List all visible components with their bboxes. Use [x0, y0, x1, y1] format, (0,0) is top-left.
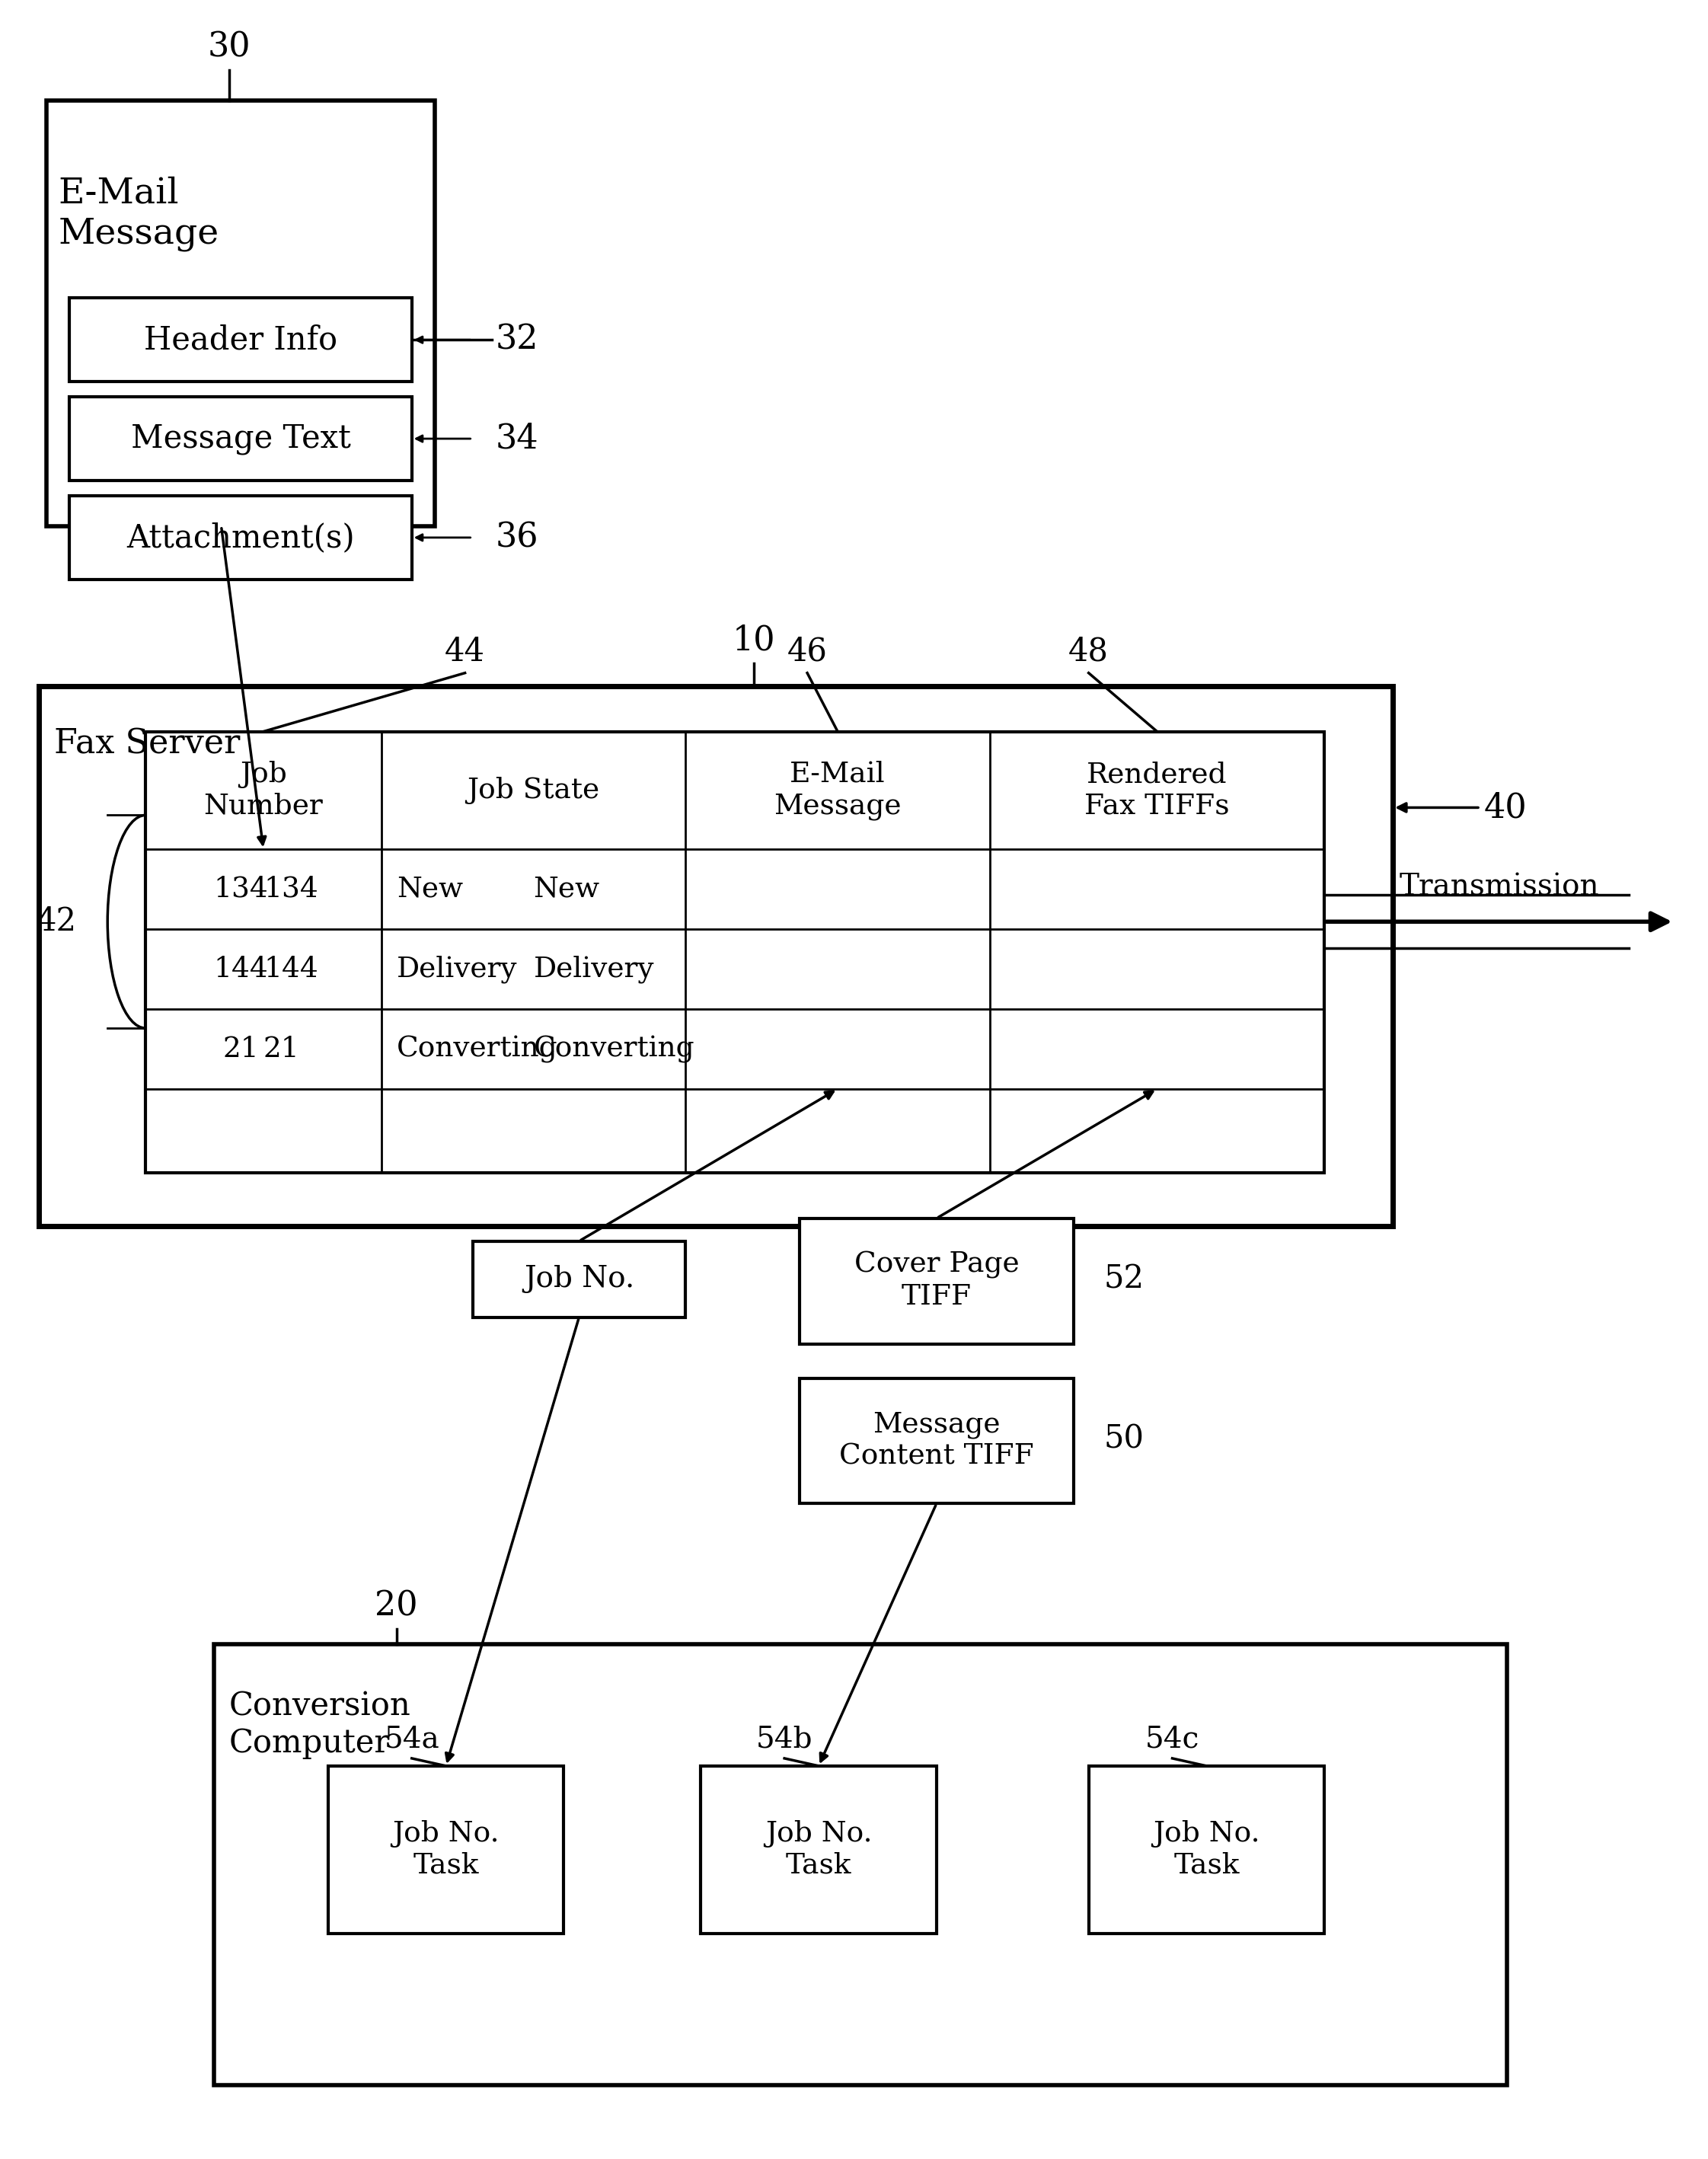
- Text: 54b: 54b: [757, 1725, 813, 1753]
- Text: Header Info: Header Info: [143, 324, 338, 356]
- Text: 36: 36: [495, 520, 538, 555]
- Text: 134: 134: [214, 877, 268, 902]
- Text: 44: 44: [444, 635, 485, 667]
- Bar: [39, 687, 1392, 1226]
- Text: 21: 21: [263, 1036, 301, 1062]
- Text: 46: 46: [787, 635, 827, 667]
- Bar: [46, 99, 434, 527]
- Text: 32: 32: [495, 324, 538, 356]
- Text: Job No.
Task: Job No. Task: [393, 1820, 499, 1878]
- Bar: [799, 1218, 1073, 1343]
- Text: Attachment(s): Attachment(s): [126, 522, 355, 553]
- Text: 40: 40: [1484, 790, 1527, 825]
- Bar: [145, 732, 1324, 1172]
- Text: E-Mail
Message: E-Mail Message: [774, 760, 902, 820]
- Text: 144: 144: [263, 956, 318, 982]
- Text: 54a: 54a: [384, 1725, 439, 1753]
- Text: 10: 10: [733, 624, 775, 656]
- Bar: [799, 1377, 1073, 1503]
- Text: 42: 42: [36, 905, 77, 937]
- Text: Transmission: Transmission: [1399, 874, 1599, 902]
- Text: Job State: Job State: [466, 777, 600, 803]
- Bar: [700, 1766, 936, 1932]
- Text: Job No.
Task: Job No. Task: [1153, 1820, 1261, 1878]
- Text: Job
Number: Job Number: [203, 760, 323, 820]
- Text: E-Mail
Message: E-Mail Message: [58, 177, 219, 250]
- Text: Conversion
Computer: Conversion Computer: [229, 1690, 412, 1760]
- Bar: [70, 497, 412, 579]
- Text: Job No.: Job No.: [524, 1265, 634, 1293]
- Text: New: New: [533, 877, 600, 902]
- Text: Cover Page
TIFF: Cover Page TIFF: [854, 1252, 1020, 1311]
- Text: 20: 20: [376, 1589, 418, 1624]
- Text: 34: 34: [495, 423, 538, 456]
- Text: New: New: [396, 877, 463, 902]
- Text: 52: 52: [1103, 1263, 1144, 1295]
- Text: Message Text: Message Text: [130, 423, 350, 456]
- Text: Converting: Converting: [396, 1036, 559, 1062]
- Text: Converting: Converting: [533, 1036, 695, 1062]
- Bar: [473, 1241, 685, 1317]
- Text: 144: 144: [214, 956, 268, 982]
- Text: 134: 134: [263, 877, 318, 902]
- Text: 21: 21: [222, 1036, 260, 1062]
- Text: 48: 48: [1069, 635, 1108, 667]
- Bar: [328, 1766, 564, 1932]
- Text: 30: 30: [208, 30, 251, 63]
- Text: Delivery: Delivery: [396, 954, 518, 982]
- Text: Fax Server: Fax Server: [55, 728, 241, 760]
- Bar: [70, 397, 412, 481]
- Text: 50: 50: [1103, 1423, 1144, 1455]
- Text: Rendered
Fax TIFFs: Rendered Fax TIFFs: [1085, 760, 1230, 820]
- Text: Job No.
Task: Job No. Task: [765, 1820, 873, 1878]
- Bar: [1088, 1766, 1324, 1932]
- Text: Delivery: Delivery: [533, 954, 654, 982]
- Text: Message
Content TIFF: Message Content TIFF: [839, 1412, 1033, 1470]
- Text: 54c: 54c: [1144, 1725, 1199, 1753]
- Bar: [70, 298, 412, 382]
- Bar: [214, 1645, 1506, 2086]
